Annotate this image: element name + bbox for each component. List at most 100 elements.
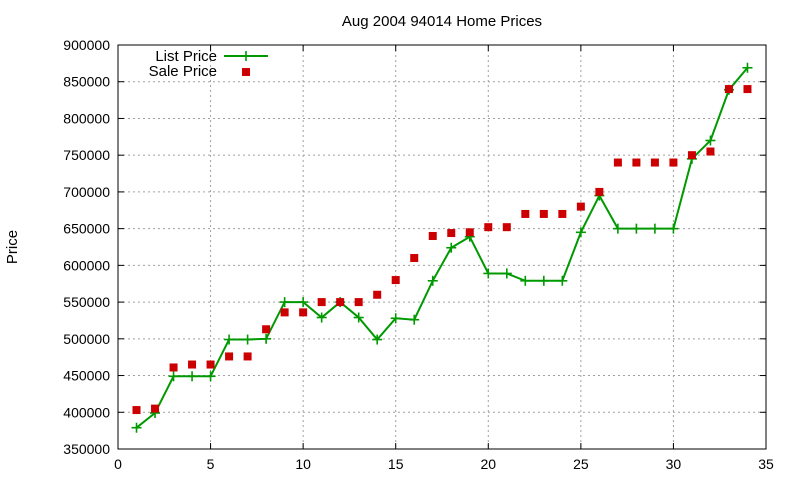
sale-price-point <box>687 151 696 160</box>
list-price-point <box>298 297 309 308</box>
sale-price-point <box>613 158 622 167</box>
sale-price-point <box>447 229 456 238</box>
list-price-point <box>131 422 142 433</box>
list-price-point <box>501 268 512 279</box>
list-price-point <box>242 334 253 345</box>
sale-price-point <box>743 85 752 94</box>
sale-price-point <box>428 231 437 240</box>
list-price-point <box>575 227 586 238</box>
legend-label-list-price: List Price <box>155 48 217 65</box>
list-price-point <box>742 62 753 73</box>
y-axis-title: Price <box>4 230 21 264</box>
y-tick-label: 900000 <box>63 37 110 53</box>
sale-price-point <box>354 298 363 307</box>
list-price-point <box>205 371 216 382</box>
sale-price-point <box>706 147 715 156</box>
legend: List Price Sale Price <box>149 48 268 80</box>
sale-price-point <box>650 158 659 167</box>
sale-price-point <box>151 404 160 413</box>
y-tick-label: 500000 <box>63 331 110 347</box>
chart-title: Aug 2004 94014 Home Prices <box>342 13 542 30</box>
sale-price-point <box>595 187 604 196</box>
x-tick-label: 10 <box>295 456 311 472</box>
list-price-point <box>446 242 457 253</box>
legend-label-sale-price: Sale Price <box>149 63 217 80</box>
sale-price-point <box>280 308 289 317</box>
sale-price-point <box>724 85 733 94</box>
y-tick-label: 600000 <box>63 257 110 273</box>
list-price-point <box>557 275 568 286</box>
list-price-point <box>612 223 623 234</box>
sale-price-point <box>410 254 419 263</box>
y-tick-label: 450000 <box>63 368 110 384</box>
grid-lines <box>118 45 766 449</box>
series-list-price <box>131 62 753 433</box>
plot-frame <box>117 44 767 450</box>
sale-price-point <box>669 158 678 167</box>
data-series <box>131 62 753 433</box>
legend-marker-sale-price <box>242 68 250 76</box>
list-price-point <box>668 223 679 234</box>
list-price-point <box>187 371 198 382</box>
y-tick-label: 850000 <box>63 74 110 90</box>
list-price-point <box>390 313 401 324</box>
x-tick-label: 30 <box>666 456 682 472</box>
sale-price-point <box>539 209 548 218</box>
sale-price-point <box>206 360 215 369</box>
sale-price-point <box>188 360 197 369</box>
sale-price-point <box>632 158 641 167</box>
x-tick-label: 20 <box>480 456 496 472</box>
list-price-point <box>224 334 235 345</box>
sale-price-point <box>373 290 382 299</box>
y-tick-label: 800000 <box>63 110 110 126</box>
list-price-point <box>279 297 290 308</box>
x-tick-label: 15 <box>388 456 404 472</box>
sale-price-point <box>576 202 585 211</box>
sale-price-point <box>336 298 345 307</box>
series-sale-price <box>132 85 752 415</box>
list-price-point <box>409 314 420 325</box>
y-tick-label: 350000 <box>63 441 110 457</box>
x-tick-label: 35 <box>758 456 774 472</box>
list-price-point <box>261 333 272 344</box>
y-tick-label: 750000 <box>63 147 110 163</box>
sale-price-point <box>225 352 234 361</box>
list-price-point <box>538 275 549 286</box>
sale-price-point <box>521 209 530 218</box>
list-price-point <box>483 268 494 279</box>
y-tick-label: 700000 <box>63 184 110 200</box>
list-price-point <box>316 312 327 323</box>
sale-price-point <box>299 308 308 317</box>
list-price-point <box>631 223 642 234</box>
sale-price-point <box>132 406 141 415</box>
sale-price-point <box>243 352 252 361</box>
list-price-point <box>353 312 364 323</box>
legend-symbol-list-price <box>224 51 268 61</box>
sale-price-point <box>465 228 474 237</box>
axis-ticks: 0 5 10 15 20 25 30 35 350000 400000 450000 500000 55… <box>63 37 774 472</box>
y-tick-label: 400000 <box>63 404 110 420</box>
list-price-point <box>649 223 660 234</box>
y-tick-label: 550000 <box>63 294 110 310</box>
sale-price-point <box>484 223 493 232</box>
sale-price-point <box>391 276 400 285</box>
sale-price-point <box>317 298 326 307</box>
x-tick-label: 0 <box>114 456 122 472</box>
sale-price-point <box>558 209 567 218</box>
sale-price-point <box>502 223 511 232</box>
sale-price-point <box>169 363 178 372</box>
sale-price-point <box>262 325 271 334</box>
legend-marker-list-price <box>241 51 251 61</box>
list-price-point <box>427 275 438 286</box>
x-tick-label: 5 <box>207 456 215 472</box>
legend-symbol-sale-price <box>242 68 250 76</box>
list-price-point <box>705 135 716 146</box>
list-price-line <box>135 67 749 429</box>
y-tick-label: 650000 <box>63 221 110 237</box>
list-price-point <box>168 371 179 382</box>
list-price-point <box>520 275 531 286</box>
list-price-point <box>372 334 383 345</box>
x-tick-label: 25 <box>573 456 589 472</box>
